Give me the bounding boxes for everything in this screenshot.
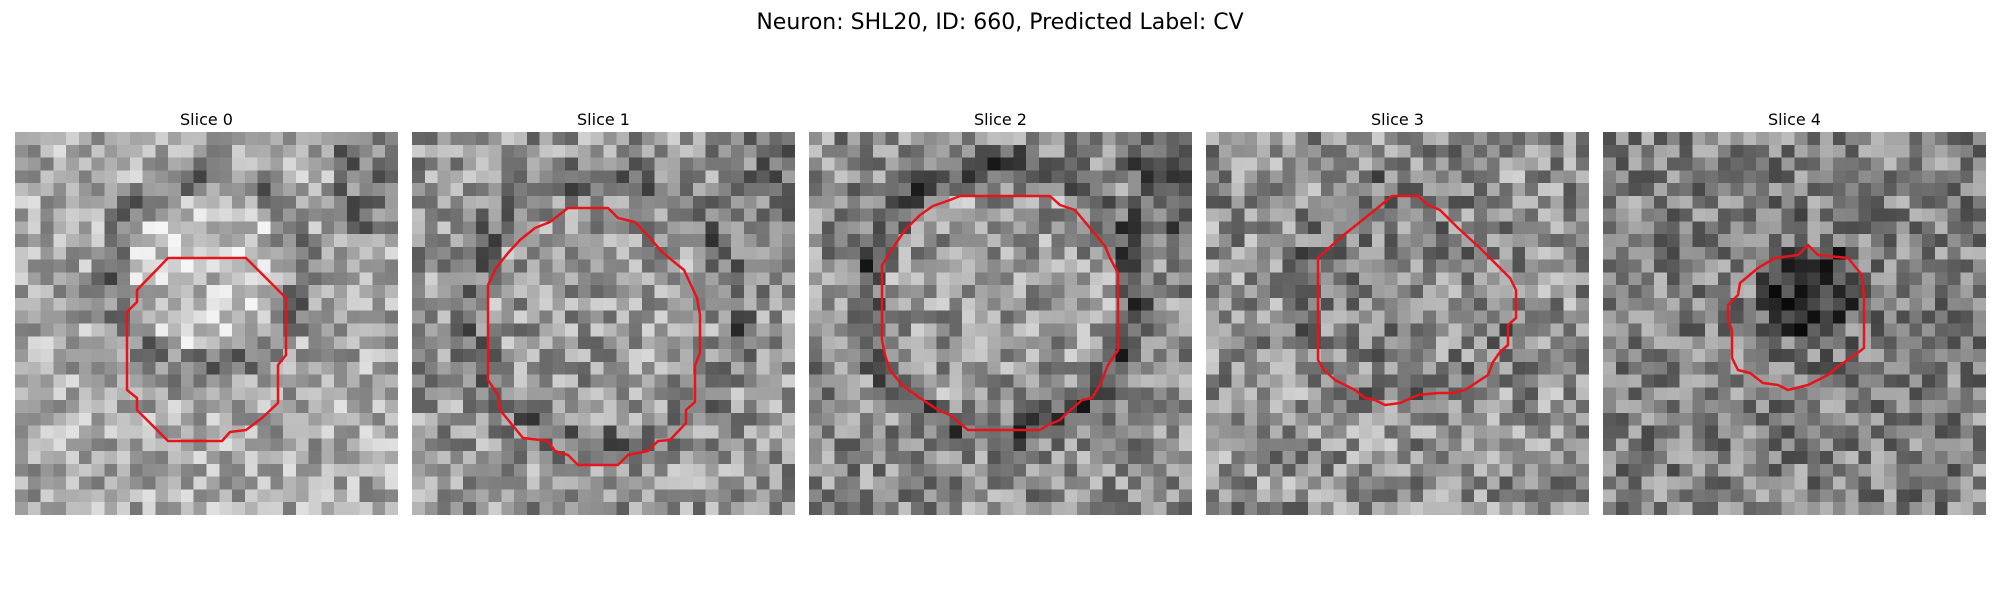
slice-panel-0: Slice 0 xyxy=(15,108,398,515)
slice-image xyxy=(1603,132,1986,515)
figure-title: Neuron: SHL20, ID: 660, Predicted Label:… xyxy=(756,10,1244,35)
slice-title: Slice 0 xyxy=(180,110,233,129)
slice-title: Slice 2 xyxy=(974,110,1027,129)
slice-panel-4: Slice 4 xyxy=(1603,108,1986,515)
slice-panel-3: Slice 3 xyxy=(1206,108,1589,515)
slice-title: Slice 4 xyxy=(1768,110,1821,129)
slice-title: Slice 1 xyxy=(577,110,630,129)
slice-image xyxy=(809,132,1192,515)
slice-panel-2: Slice 2 xyxy=(809,108,1192,515)
slice-image xyxy=(412,132,795,515)
slice-title: Slice 3 xyxy=(1371,110,1424,129)
slice-panel-1: Slice 1 xyxy=(412,108,795,515)
slice-image xyxy=(1206,132,1589,515)
slice-image xyxy=(15,132,398,515)
